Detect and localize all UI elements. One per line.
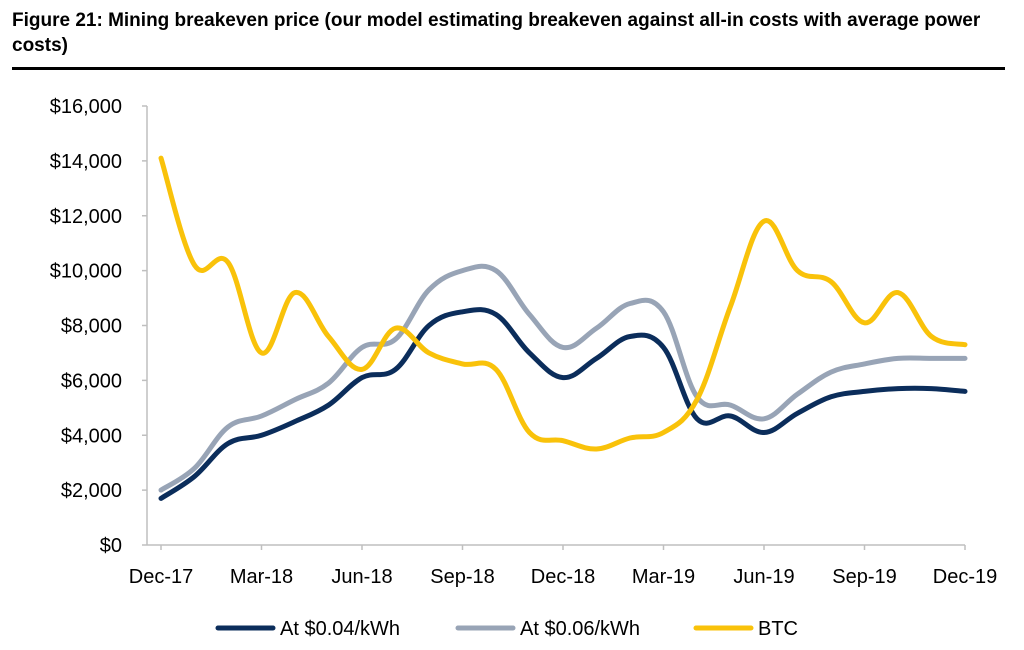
series-line-btc <box>158 155 968 452</box>
legend-label: At $0.06/kWh <box>520 618 640 640</box>
figure-title: Figure 21: Mining breakeven price (our m… <box>12 10 981 56</box>
x-axis-tick-labels: Dec-17 Mar-18 Jun-18 Sep-18 Dec-18 Mar-19 Jun-… <box>129 566 997 588</box>
legend-item-btc: BTC <box>693 618 798 640</box>
x-tick-label: Dec-19 <box>933 566 997 588</box>
x-tick-label: Jun-18 <box>331 566 392 588</box>
y-tick-label: $6,000 <box>61 370 122 392</box>
x-tick-label: Jun-19 <box>733 566 794 588</box>
title-underline <box>12 67 1005 70</box>
legend: At $0.04/kWh At $0.06/kWh BTC <box>215 618 798 640</box>
legend-item-004-kwh: At $0.04/kWh <box>215 618 400 640</box>
x-tick-label: Sep-19 <box>832 566 897 588</box>
y-axis-tick-labels: $0 $2,000 $4,000 $6,000 $8,000 $10,000 $12,000… <box>50 96 122 557</box>
series-line-004-kwh <box>158 307 968 501</box>
x-tick-label: Dec-17 <box>129 566 193 588</box>
legend-item-006-kwh: At $0.06/kWh <box>455 618 640 640</box>
series-lines <box>158 155 968 501</box>
x-tick-label: Mar-18 <box>230 566 293 588</box>
legend-label: BTC <box>758 618 798 640</box>
chart-axes <box>142 105 966 550</box>
y-tick-label: $4,000 <box>61 425 122 447</box>
series-line-006-kwh <box>158 263 968 493</box>
x-tick-label: Sep-18 <box>430 566 495 588</box>
y-tick-label: $14,000 <box>50 151 122 173</box>
x-tick-label: Dec-18 <box>531 566 595 588</box>
x-tick-label: Mar-19 <box>632 566 695 588</box>
y-tick-label: $12,000 <box>50 206 122 228</box>
y-tick-label: $10,000 <box>50 261 122 283</box>
legend-label: At $0.04/kWh <box>280 618 400 640</box>
y-tick-label: $8,000 <box>61 316 122 338</box>
y-tick-label: $16,000 <box>50 96 122 118</box>
y-tick-label: $2,000 <box>61 480 122 502</box>
y-tick-label: $0 <box>100 535 122 557</box>
